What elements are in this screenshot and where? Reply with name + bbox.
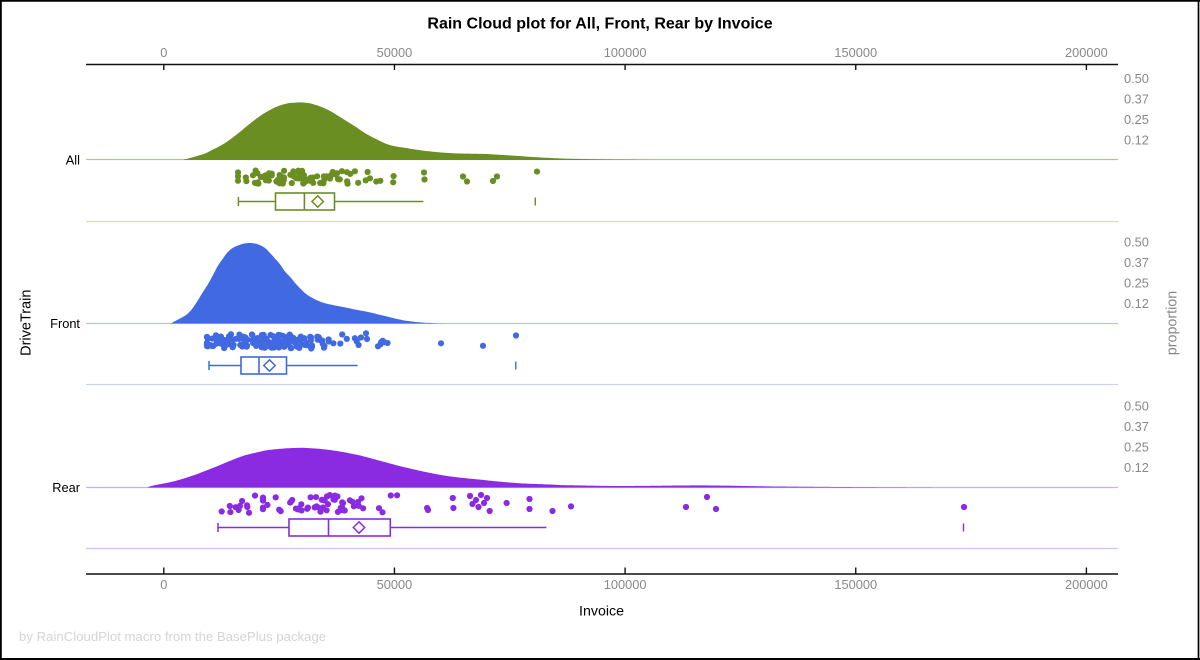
svg-text:Front: Front xyxy=(50,316,80,331)
svg-text:0.12: 0.12 xyxy=(1124,460,1149,475)
svg-text:0: 0 xyxy=(160,577,167,592)
svg-text:Rear: Rear xyxy=(52,480,80,495)
svg-text:50000: 50000 xyxy=(377,45,413,60)
svg-text:0.50: 0.50 xyxy=(1124,399,1149,414)
svg-text:proportion: proportion xyxy=(1165,291,1181,355)
svg-text:0.25: 0.25 xyxy=(1124,112,1149,127)
svg-text:200000: 200000 xyxy=(1065,45,1108,60)
svg-text:0.25: 0.25 xyxy=(1124,439,1149,454)
svg-text:0.50: 0.50 xyxy=(1124,71,1149,86)
svg-text:DriveTrain: DriveTrain xyxy=(19,290,35,356)
svg-text:Invoice: Invoice xyxy=(579,604,624,620)
svg-text:0.37: 0.37 xyxy=(1124,92,1149,107)
svg-text:0.25: 0.25 xyxy=(1124,275,1149,290)
svg-text:All: All xyxy=(66,153,80,168)
svg-text:100000: 100000 xyxy=(604,577,647,592)
svg-text:150000: 150000 xyxy=(834,577,877,592)
svg-text:0.50: 0.50 xyxy=(1124,235,1149,250)
svg-text:by RainCloudPlot macro from th: by RainCloudPlot macro from the BasePlus… xyxy=(19,629,326,644)
svg-text:0.37: 0.37 xyxy=(1124,255,1149,270)
svg-text:0.37: 0.37 xyxy=(1124,419,1149,434)
svg-text:100000: 100000 xyxy=(604,45,647,60)
svg-text:0: 0 xyxy=(160,45,167,60)
svg-text:150000: 150000 xyxy=(834,45,877,60)
svg-text:50000: 50000 xyxy=(377,577,413,592)
svg-text:0.12: 0.12 xyxy=(1124,132,1149,147)
svg-text:0.12: 0.12 xyxy=(1124,296,1149,311)
svg-text:200000: 200000 xyxy=(1065,577,1108,592)
svg-text:Rain Cloud plot for All, Front: Rain Cloud plot for All, Front, Rear by … xyxy=(427,16,772,33)
